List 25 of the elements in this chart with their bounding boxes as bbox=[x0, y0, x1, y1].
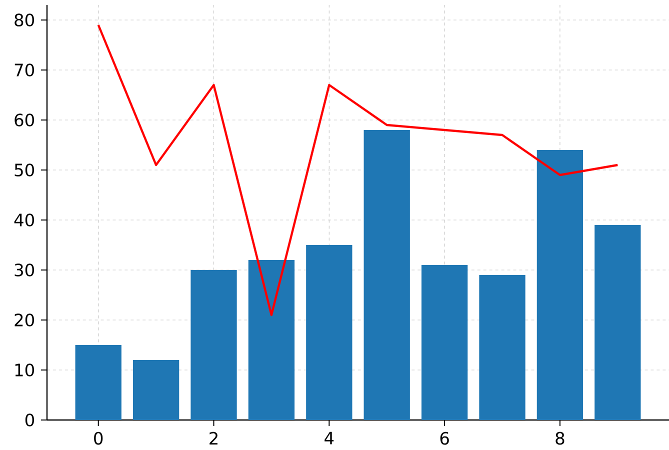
y-tick-label: 0 bbox=[25, 414, 34, 426]
x-tick-label: 6 bbox=[440, 432, 449, 445]
y-tick-label: 80 bbox=[14, 14, 34, 26]
bar bbox=[75, 345, 122, 420]
bar bbox=[364, 130, 410, 420]
x-tick-label: 8 bbox=[556, 432, 564, 445]
bar bbox=[306, 245, 352, 420]
y-tick-label: 50 bbox=[14, 164, 34, 176]
line-series bbox=[97, 24, 619, 316]
bar bbox=[248, 260, 295, 420]
y-tick-label: 40 bbox=[14, 214, 34, 226]
x-tick-label: 0 bbox=[94, 432, 103, 445]
bar bbox=[132, 360, 180, 420]
y-tick-label: 10 bbox=[15, 364, 34, 376]
bar bbox=[594, 225, 641, 420]
y-tick-label: 60 bbox=[14, 114, 34, 126]
y-tick-label: 70 bbox=[14, 64, 34, 76]
y-tick-label: 20 bbox=[14, 314, 34, 326]
bar bbox=[536, 150, 584, 420]
x-tick-label: 4 bbox=[324, 432, 334, 444]
bar bbox=[190, 270, 237, 420]
y-tick-label: 30 bbox=[14, 264, 34, 276]
bar bbox=[479, 275, 526, 420]
bar bbox=[421, 265, 468, 420]
x-tick-label: 2 bbox=[210, 432, 218, 444]
